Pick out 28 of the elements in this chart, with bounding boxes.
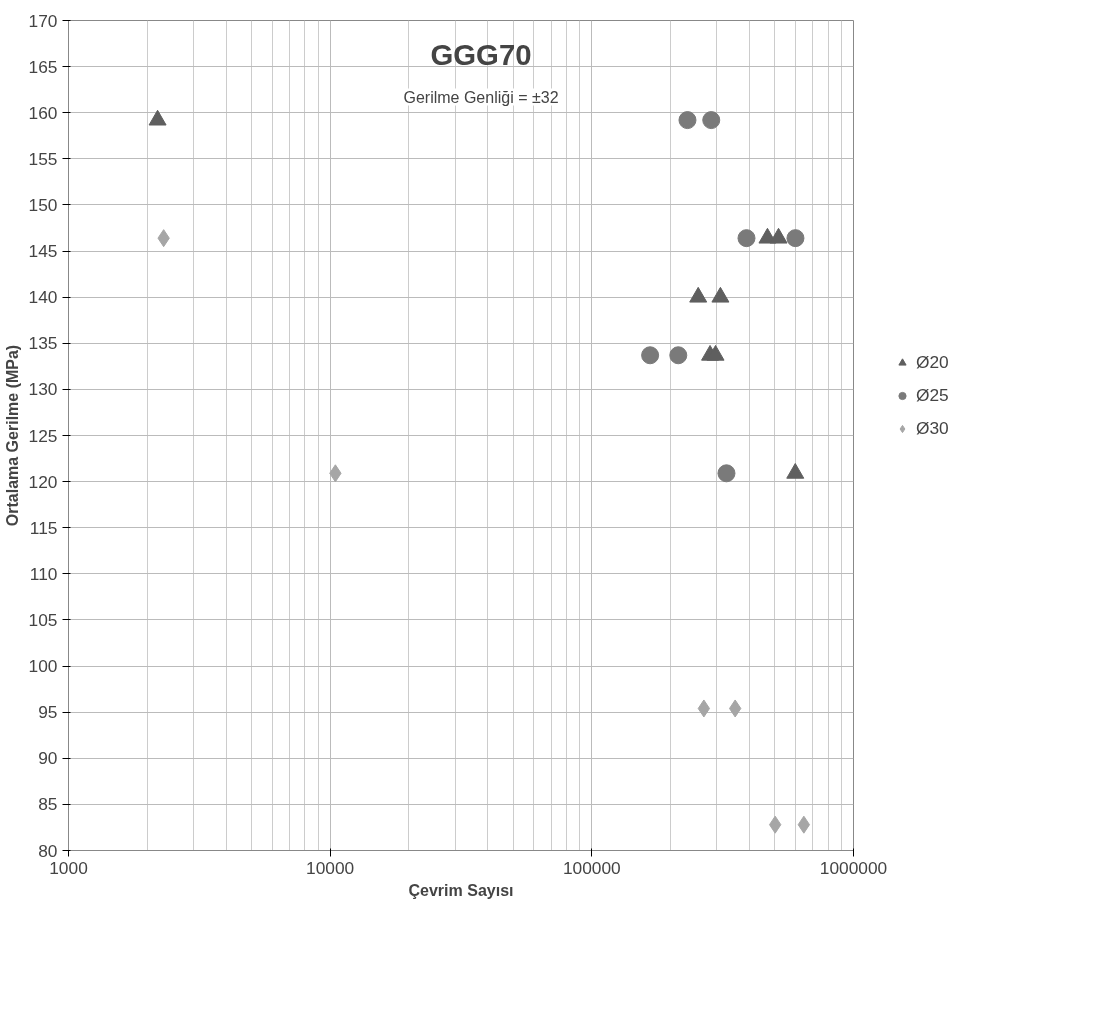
y-tick-label: 85 [38, 794, 58, 815]
y-tick-label: 135 [28, 333, 58, 354]
y-tick-label: 125 [28, 425, 58, 446]
y-tick-label: 155 [28, 148, 58, 169]
x-tick-label: 1000000 [819, 857, 888, 878]
text: GGG70 [430, 37, 532, 71]
y-tick-label: 150 [28, 194, 58, 215]
legend-label: Ø25 [916, 384, 949, 406]
x-axis-title: Çevrim Sayısı [408, 881, 514, 899]
y-tick-label: 95 [38, 702, 58, 723]
y-tick-label: 105 [28, 609, 58, 630]
y-tick-label: 145 [28, 241, 58, 262]
x-tick-label: 10000 [306, 857, 355, 878]
y-tick-label: 170 [28, 10, 58, 31]
text: Gerilme Genliği = ±32 [403, 88, 559, 106]
y-tick-label: 115 [29, 517, 58, 538]
legend-label: Ø30 [916, 417, 949, 439]
y-tick-label: 165 [28, 56, 58, 77]
y-tick-label: 120 [28, 471, 58, 492]
legend-label: Ø20 [916, 351, 949, 373]
y-tick-label: 160 [28, 102, 58, 123]
y-tick-label: 90 [38, 748, 58, 769]
y-tick-label: 110 [29, 563, 58, 584]
x-tick-label: 100000 [562, 857, 621, 878]
y-tick-label: 130 [28, 379, 58, 400]
y-tick-label: 100 [28, 656, 58, 677]
y-axis-title: Ortalama Gerilme (MPa) [3, 344, 21, 527]
y-tick-label: 140 [28, 287, 58, 308]
